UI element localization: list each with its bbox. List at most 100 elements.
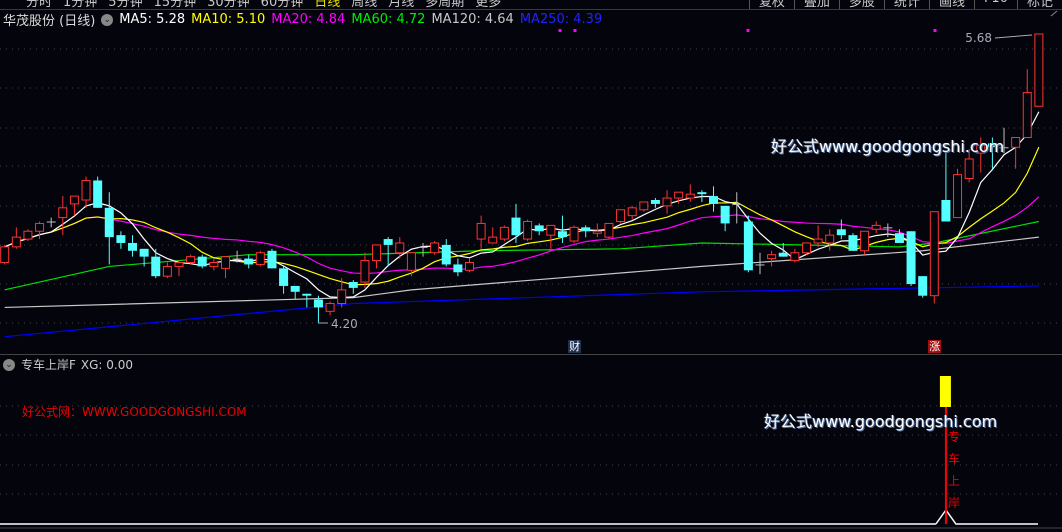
candle bbox=[197, 254, 207, 269]
ma60-value: MA60: 4.72 bbox=[351, 12, 426, 27]
high-arrow bbox=[994, 34, 1033, 39]
candle bbox=[987, 137, 997, 169]
tab-10[interactable]: 更多 bbox=[475, 0, 502, 10]
chevron-down-icon[interactable]: ⌄ bbox=[101, 13, 114, 26]
candle bbox=[511, 203, 521, 243]
candle bbox=[894, 229, 904, 243]
period-toolbar: 分时 1分钟 5分钟 15分钟 30分钟 60分钟 日线 周线 月线 多周期 更多 复权 叠加 多股 统计… bbox=[0, 0, 1062, 10]
tab-7[interactable]: 周线 bbox=[351, 0, 378, 10]
candle bbox=[604, 222, 614, 240]
candle bbox=[778, 242, 788, 257]
candle bbox=[732, 192, 742, 224]
candle bbox=[720, 205, 730, 232]
tab-3[interactable]: 15分钟 bbox=[153, 0, 197, 10]
candle bbox=[0, 244, 10, 265]
candle bbox=[767, 250, 777, 267]
candle bbox=[406, 252, 416, 277]
candle bbox=[685, 184, 695, 202]
candle bbox=[116, 231, 126, 249]
candle bbox=[81, 176, 91, 208]
candle bbox=[35, 221, 45, 240]
candle bbox=[743, 215, 753, 273]
chevron-down-icon[interactable]: ⌄ bbox=[3, 358, 15, 371]
candle bbox=[255, 250, 265, 267]
candle bbox=[790, 248, 800, 263]
tab-0[interactable]: 分时 bbox=[26, 0, 53, 10]
toolbar-buttons: 复权叠加多股统计画线F10标记 bbox=[748, 0, 1062, 9]
candle bbox=[976, 137, 986, 173]
toolbar-button-1[interactable]: 叠加 bbox=[793, 0, 839, 9]
candle bbox=[941, 151, 951, 222]
ma20-value: MA20: 4.84 bbox=[271, 12, 346, 27]
candle bbox=[871, 221, 881, 234]
candle bbox=[1011, 137, 1021, 169]
ma20-line bbox=[4, 196, 1040, 275]
ma60-line bbox=[4, 220, 1040, 291]
tab-8[interactable]: 月线 bbox=[388, 0, 415, 10]
toolbar-button-2[interactable]: 多股 bbox=[838, 0, 884, 9]
tab-6[interactable]: 日线 bbox=[314, 0, 341, 10]
toolbar-button-5[interactable]: F10 bbox=[973, 0, 1017, 9]
candle bbox=[46, 217, 56, 228]
watermark-main: 好公式www.goodgongshi.com bbox=[771, 137, 1005, 156]
candle bbox=[220, 256, 230, 279]
candle bbox=[267, 248, 277, 269]
candle bbox=[23, 229, 33, 242]
ma10-value: MA10: 5.10 bbox=[191, 12, 266, 27]
ma250-line bbox=[4, 285, 1039, 338]
candle bbox=[918, 276, 928, 298]
stock-title: 华茂股份 (日线) bbox=[3, 14, 96, 29]
diamond-icon bbox=[1050, 10, 1058, 17]
candle bbox=[592, 223, 602, 238]
ma5-value: MA5: 5.28 bbox=[119, 12, 186, 27]
candle bbox=[476, 215, 486, 249]
tab-4[interactable]: 30分钟 bbox=[207, 0, 250, 10]
xg-line-peak bbox=[935, 508, 1038, 525]
indicator-legend: ⌄ 专车上岸F XG: 0.00 bbox=[3, 356, 133, 373]
tab-5[interactable]: 60分钟 bbox=[260, 0, 304, 10]
indicator-name: 专车上岸F bbox=[21, 358, 76, 372]
candle bbox=[337, 278, 347, 308]
candle bbox=[953, 168, 963, 219]
toolbar-button-6[interactable]: 标记 bbox=[1016, 0, 1062, 9]
candle bbox=[755, 252, 765, 275]
candle bbox=[639, 201, 649, 212]
toolbar-button-3[interactable]: 统计 bbox=[883, 0, 929, 9]
candle bbox=[929, 211, 939, 304]
candle bbox=[534, 223, 544, 236]
candle bbox=[813, 225, 823, 247]
candle bbox=[325, 301, 335, 316]
tab-1[interactable]: 1分钟 bbox=[63, 0, 98, 10]
candle bbox=[581, 225, 591, 238]
candle bbox=[441, 239, 451, 267]
candle bbox=[557, 215, 567, 243]
ma250-value: MA250: 4.39 bbox=[519, 12, 603, 27]
tab-9[interactable]: 多周期 bbox=[425, 0, 465, 10]
signal-bar bbox=[939, 376, 951, 407]
indicator-value: XG: 0.00 bbox=[80, 357, 134, 372]
candle bbox=[999, 127, 1009, 154]
candle bbox=[186, 254, 196, 265]
candle bbox=[465, 258, 474, 273]
candle bbox=[836, 219, 846, 240]
tab-2[interactable]: 5分钟 bbox=[108, 0, 143, 10]
candle bbox=[453, 258, 463, 277]
event-marker-finance[interactable]: 财 bbox=[568, 340, 582, 353]
candle bbox=[546, 224, 556, 249]
event-marker-rise[interactable]: 涨 bbox=[928, 340, 942, 353]
candle bbox=[128, 235, 138, 257]
ma120-value: MA120: 4.64 bbox=[431, 12, 514, 27]
candle bbox=[1034, 33, 1044, 107]
candle bbox=[569, 225, 579, 243]
candle bbox=[174, 260, 184, 277]
toolbar-button-0[interactable]: 复权 bbox=[748, 0, 794, 9]
candle bbox=[244, 254, 254, 269]
low-price-label: 4.20 bbox=[331, 317, 358, 331]
candle bbox=[360, 252, 370, 288]
event-dot bbox=[573, 29, 577, 32]
watermark-indicator: 好公式www.goodgongshi.com bbox=[764, 412, 998, 431]
event-dot bbox=[933, 29, 937, 32]
candle bbox=[302, 293, 312, 308]
toolbar-button-4[interactable]: 画线 bbox=[928, 0, 974, 9]
